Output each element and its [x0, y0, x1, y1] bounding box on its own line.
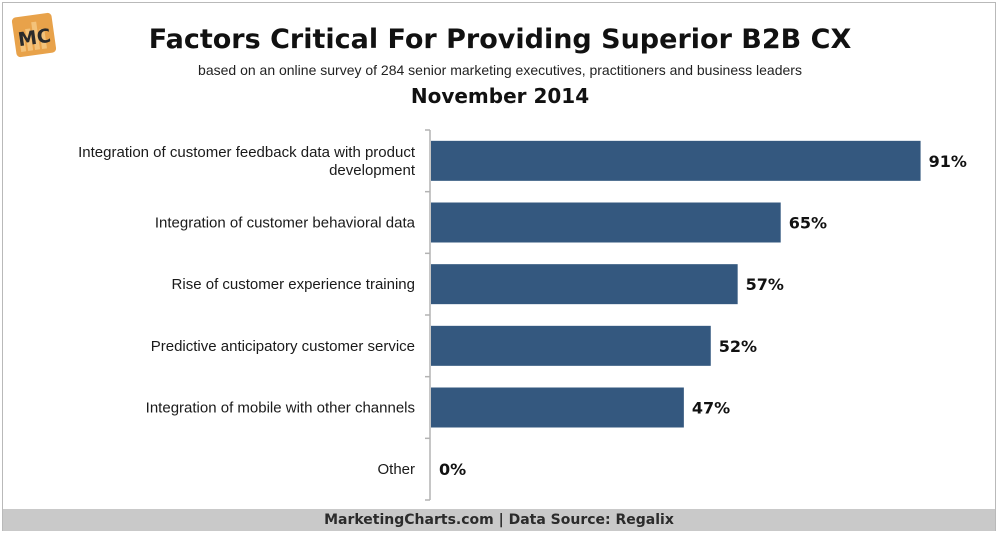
- category-label-line: Other: [377, 461, 415, 478]
- chart-subtitle: based on an online survey of 284 senior …: [198, 62, 802, 78]
- category-label-line: Rise of customer experience training: [172, 276, 415, 293]
- category-label-line: Integration of customer feedback data wi…: [78, 144, 416, 161]
- bar-2: [431, 264, 738, 305]
- value-label-5: 0%: [439, 460, 466, 479]
- value-label-1: 65%: [789, 214, 827, 233]
- category-label-4: Integration of mobile with other channel…: [146, 400, 415, 417]
- source-footer: MarketingCharts.com | Data Source: Regal…: [3, 509, 995, 531]
- logo-text: MC: [17, 25, 53, 51]
- bar-1: [431, 202, 781, 243]
- chart-title: Factors Critical For Providing Superior …: [148, 24, 852, 55]
- category-label-line: Predictive anticipatory customer service: [151, 338, 415, 355]
- value-label-2: 57%: [746, 275, 784, 294]
- value-label-3: 52%: [719, 337, 757, 356]
- bar-4: [431, 387, 684, 428]
- category-label-2: Rise of customer experience training: [172, 276, 415, 293]
- chart-date: November 2014: [410, 84, 590, 108]
- category-label-0: Integration of customer feedback data wi…: [78, 144, 416, 179]
- category-label-line: development: [329, 162, 416, 179]
- bar-0: [431, 140, 921, 181]
- bar-3: [431, 325, 711, 366]
- category-label-3: Predictive anticipatory customer service: [151, 338, 415, 355]
- category-label-line: Integration of customer behavioral data: [155, 215, 416, 232]
- category-label-1: Integration of customer behavioral data: [155, 215, 416, 232]
- category-label-5: Other: [377, 461, 415, 478]
- marketingcharts-logo: MC: [11, 12, 57, 58]
- category-label-line: Integration of mobile with other channel…: [146, 400, 415, 417]
- value-label-4: 47%: [692, 399, 730, 418]
- value-label-0: 91%: [929, 152, 967, 171]
